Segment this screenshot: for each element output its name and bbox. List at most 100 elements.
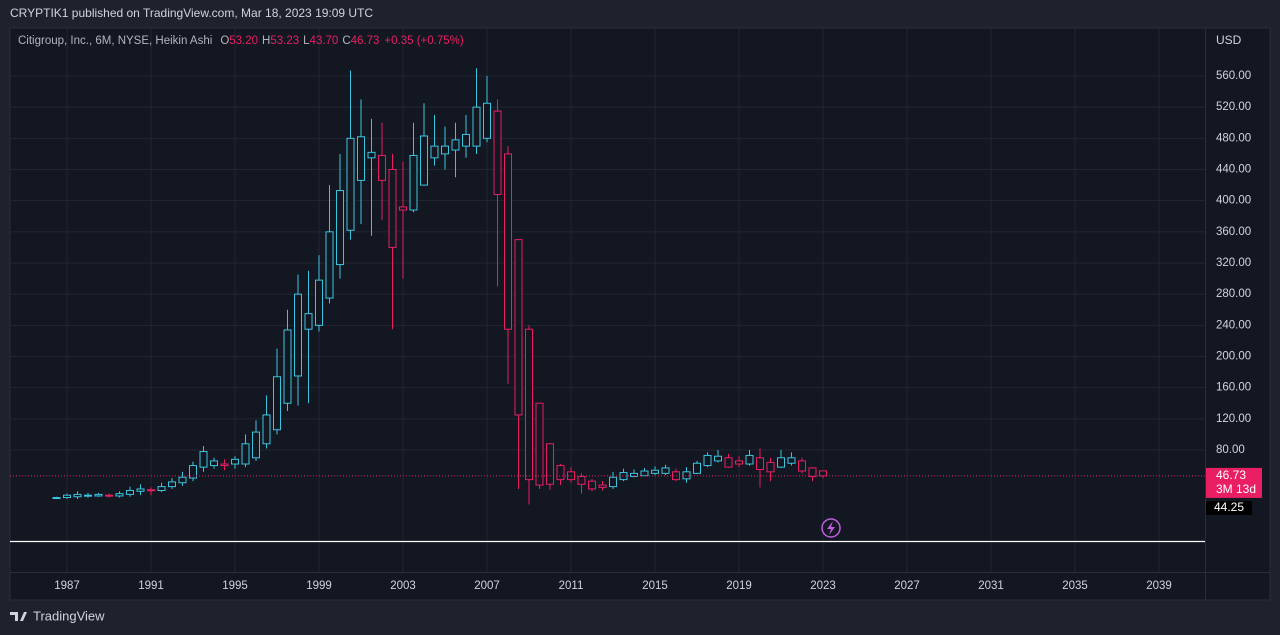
y-tick-label: 160.00 [1216, 382, 1251, 394]
y-tick-label: 320.00 [1216, 257, 1251, 269]
candle-body [94, 493, 103, 497]
candle-body [73, 493, 82, 498]
candle-body [650, 469, 659, 474]
x-tick-label: 2003 [390, 580, 416, 592]
y-tick-label: 520.00 [1216, 101, 1251, 113]
candle-body [755, 457, 764, 470]
countdown: 3M 13d [1216, 482, 1256, 496]
legend-change: +0.35 (+0.75%) [384, 35, 463, 47]
y-tick-label: 360.00 [1216, 226, 1251, 238]
y-tick-label: 280.00 [1216, 288, 1251, 300]
legend-name: Citigroup, Inc., 6M, NYSE, Heikin Ashi [18, 35, 212, 47]
legend-key: O [220, 35, 229, 47]
x-tick-label: 2015 [642, 580, 668, 592]
candle-body [168, 481, 177, 488]
extra-price-label: 44.25 [1214, 500, 1244, 514]
candle-body [52, 497, 61, 500]
candle-body [315, 279, 324, 326]
last-price-label: 46.73 [1216, 468, 1246, 482]
candle-body [399, 206, 408, 211]
candle-body [367, 151, 376, 159]
candle-body [818, 470, 827, 477]
candle-body [325, 231, 334, 299]
candle-body [640, 470, 649, 477]
candle-body [241, 443, 250, 465]
x-tick-label: 2031 [978, 580, 1004, 592]
candle-body [682, 471, 691, 480]
legend-key: C [342, 35, 350, 47]
candle-body [63, 494, 72, 499]
x-tick-label: 2039 [1146, 580, 1172, 592]
candle-body [692, 462, 701, 474]
candle-body [451, 139, 460, 151]
last-price-box [1206, 467, 1262, 498]
candle-body [84, 494, 93, 497]
x-tick-label: 2035 [1062, 580, 1088, 592]
extra-price-box [1206, 501, 1252, 515]
candle-body [629, 472, 638, 477]
candle-body [357, 136, 366, 181]
candle-body [126, 490, 135, 495]
lightning-icon [821, 518, 841, 538]
candle-body [556, 465, 565, 481]
candle-body [598, 484, 607, 488]
candle-body [231, 458, 240, 465]
candle-body [745, 454, 754, 465]
y-tick-label: 120.00 [1216, 413, 1251, 425]
candle-body [273, 376, 282, 431]
candle-body [336, 190, 345, 266]
candle-body [482, 102, 491, 139]
legend-value: 53.20 [229, 35, 258, 47]
candle-body [283, 329, 292, 404]
candle-body [189, 465, 198, 479]
candle-body [724, 457, 733, 468]
x-tick-label: 2019 [726, 580, 752, 592]
x-tick-label: 1987 [54, 580, 80, 592]
candle-body [388, 168, 397, 248]
x-tick-label: 2027 [894, 580, 920, 592]
candle-body [294, 293, 303, 377]
y-tick-label: 200.00 [1216, 351, 1251, 363]
candle-body [409, 154, 418, 211]
x-tick-label: 2011 [559, 580, 584, 592]
candles [52, 68, 827, 505]
candle-body [220, 463, 229, 467]
candle-body [808, 467, 817, 477]
candle-body [430, 145, 439, 159]
candle-body [378, 154, 387, 181]
x-tick-label: 1995 [222, 580, 248, 592]
candle-body [545, 443, 554, 485]
candle-body [766, 461, 775, 473]
y-tick-label: 440.00 [1216, 164, 1251, 176]
candle-body [797, 460, 806, 472]
chart-frame [9, 27, 1271, 601]
candle-body [524, 328, 533, 481]
candle-body [514, 239, 523, 416]
legend-key: H [262, 35, 270, 47]
candle-body [503, 153, 512, 330]
candle-body [462, 133, 470, 147]
candle-body [346, 137, 355, 231]
candle-body [776, 457, 785, 468]
candle-body [304, 313, 313, 330]
candle-body [262, 414, 271, 445]
candle-body [252, 431, 261, 459]
candle-body [535, 402, 544, 486]
y-tick-label: 480.00 [1216, 132, 1251, 144]
candle-body [587, 480, 596, 490]
legend: Citigroup, Inc., 6M, NYSE, Heikin Ashi O5… [18, 35, 464, 47]
y-tick-label: 240.00 [1216, 319, 1251, 331]
x-tick-label: 2007 [474, 580, 500, 592]
published-note: CRYPTIK1 published on TradingView.com, M… [10, 6, 373, 20]
candle-body [703, 454, 712, 467]
x-tick-label: 2023 [810, 580, 836, 592]
grid [10, 28, 1205, 572]
y-tick-label: 80.00 [1216, 444, 1245, 456]
x-tick-label: 1999 [306, 580, 332, 592]
candle-body [136, 488, 145, 492]
y-tick-label: 560.00 [1216, 70, 1251, 82]
candle-body [734, 460, 743, 465]
candle-body [199, 451, 208, 468]
